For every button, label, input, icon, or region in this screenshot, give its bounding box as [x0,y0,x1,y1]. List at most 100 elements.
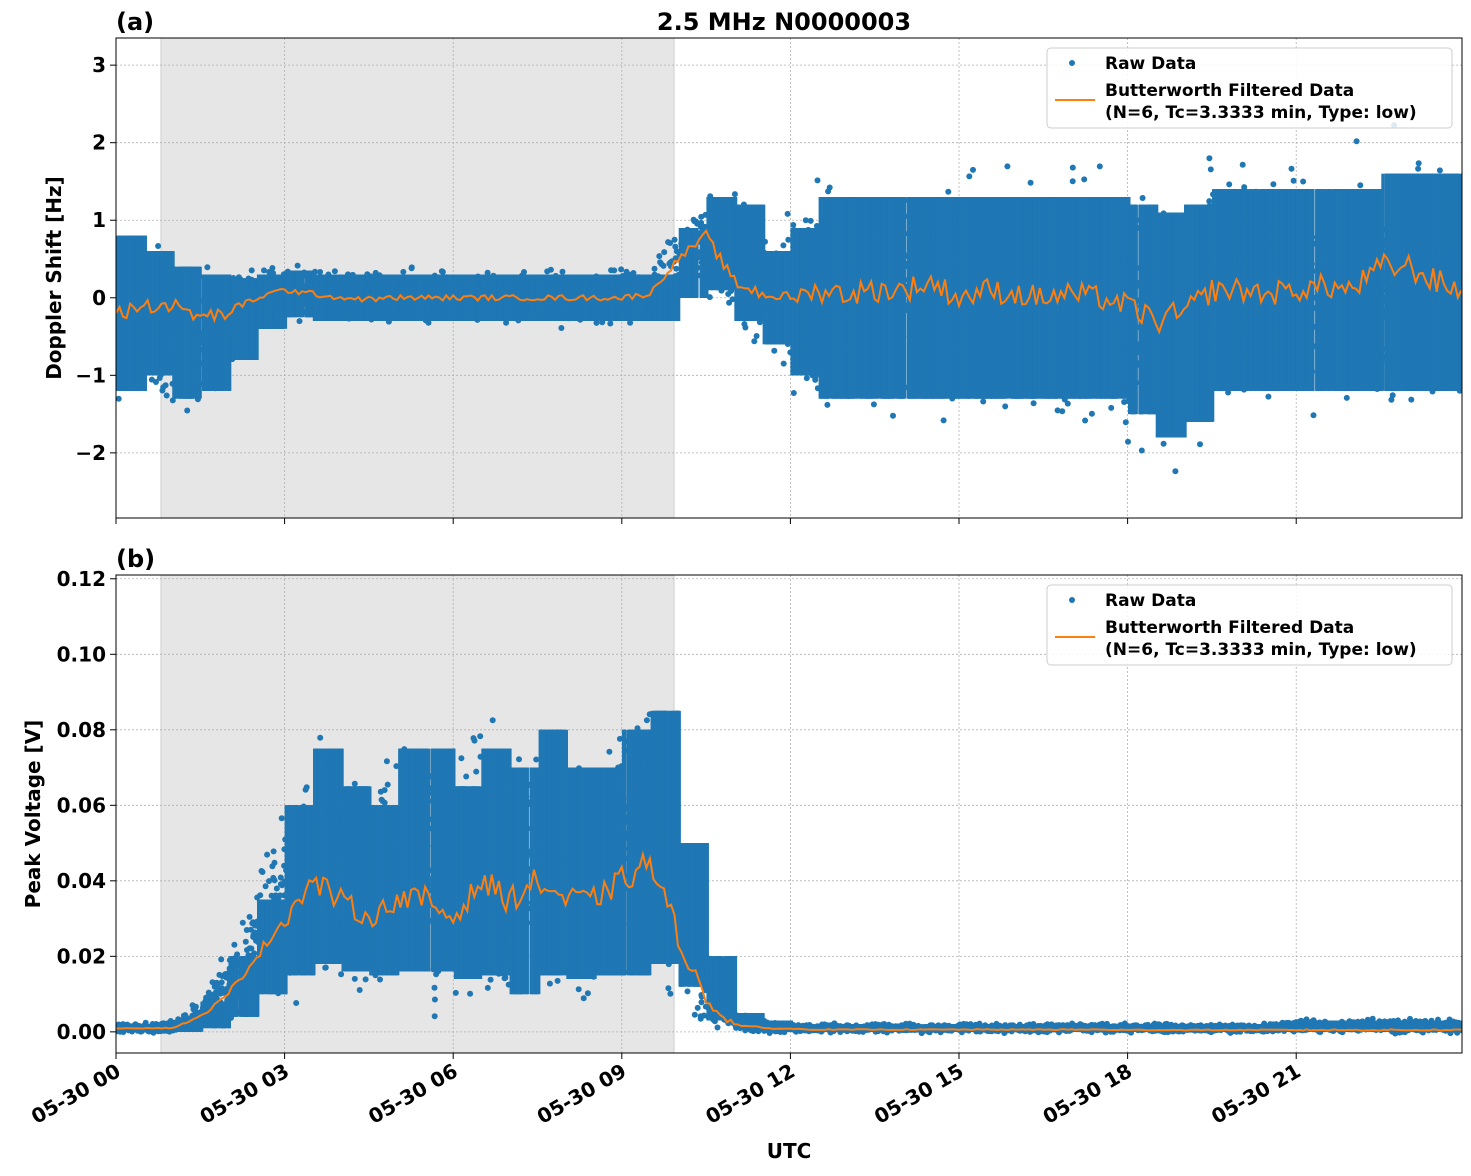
raw-data-band [1071,197,1074,399]
raw-data-point [1089,411,1095,417]
raw-data-band [264,275,267,329]
raw-data-point [1097,163,1103,169]
raw-data-point [754,333,760,339]
raw-data-point [665,239,671,245]
raw-data-point [790,222,796,228]
raw-data-band [943,197,946,399]
raw-data-band [670,275,673,322]
raw-data-point [732,191,738,197]
raw-data-band [187,267,190,399]
raw-data-point [163,382,169,388]
raw-data-point [1031,400,1037,406]
raw-data-point [785,211,791,217]
raw-data-point [1004,163,1010,169]
raw-data-point [652,266,658,272]
raw-data-band [152,251,155,375]
raw-data-band [835,197,838,399]
raw-data-point [980,399,986,405]
raw-data-band [881,197,884,399]
raw-data-band [710,197,713,290]
raw-data-point [672,237,678,243]
raw-data-band [928,197,931,399]
raw-data-band [785,251,788,344]
raw-data-point [825,188,831,194]
raw-data-point [249,267,255,273]
raw-data-band [687,228,690,298]
raw-data-point [312,269,318,275]
raw-data-band [723,197,726,290]
raw-data-point [1172,468,1178,474]
raw-data-band [601,275,604,322]
raw-data-band [988,197,991,399]
raw-data-band [169,251,172,375]
raw-data-band [135,236,138,391]
raw-data-point [771,348,777,354]
raw-data-band [175,267,178,399]
raw-data-band [243,278,246,359]
raw-data-point [804,375,810,381]
raw-data-band [1090,197,1093,399]
raw-data-band [528,275,531,322]
raw-data-point [691,217,697,223]
raw-data-point [803,217,809,223]
raw-data-band [161,251,164,375]
raw-data-point [1125,439,1131,445]
raw-data-point [400,269,406,275]
raw-data-point [791,390,797,396]
raw-data-band [1173,213,1176,438]
raw-data-point [1055,407,1061,413]
raw-data-band [532,275,535,322]
raw-data-point [204,264,210,270]
raw-data-band [803,228,806,375]
raw-data-point [673,266,679,272]
raw-data-point [751,338,757,344]
raw-data-point [1002,403,1008,409]
raw-data-point [297,318,303,324]
raw-data-point [661,249,667,255]
raw-data-point [261,267,267,273]
raw-data-point [871,401,877,407]
raw-data-band [1110,197,1113,399]
raw-data-band [183,267,186,399]
raw-data-point [1123,419,1129,425]
raw-data-point [560,269,566,275]
raw-data-band [328,275,331,322]
raw-data-point [317,269,323,275]
raw-data-point [155,243,161,249]
raw-data-point [725,291,731,297]
panel-a-label: (a) [116,8,154,36]
raw-data-band [224,275,227,391]
raw-data-point [1070,165,1076,171]
raw-data-point [762,239,768,245]
raw-data-band [740,205,743,321]
raw-data-band [274,275,277,329]
raw-data-band [194,267,197,399]
raw-data-point [266,269,272,275]
raw-data-band [812,228,815,375]
raw-data-band [884,197,887,399]
raw-data-band [674,275,677,322]
raw-data-point [157,375,163,381]
raw-data-point [890,413,896,419]
raw-data-band [220,275,223,391]
raw-data-band [684,228,687,298]
raw-data-band [715,197,718,290]
raw-data-point [780,242,786,248]
raw-data-point [164,393,170,399]
raw-data-point [656,253,662,259]
raw-data-band [260,275,263,329]
raw-data-point [544,268,550,274]
raw-data-band [203,275,206,391]
raw-data-band [280,275,283,329]
raw-data-point [1081,176,1087,182]
raw-data-band [239,278,242,359]
raw-data-point [116,396,122,402]
raw-data-band [832,197,835,399]
raw-data-band [540,275,543,322]
raw-data-band [625,275,628,322]
raw-data-band [916,197,919,399]
raw-data-band [304,271,307,318]
raw-data-point [661,263,667,269]
raw-data-point [785,237,791,243]
raw-data-point [1108,405,1114,411]
